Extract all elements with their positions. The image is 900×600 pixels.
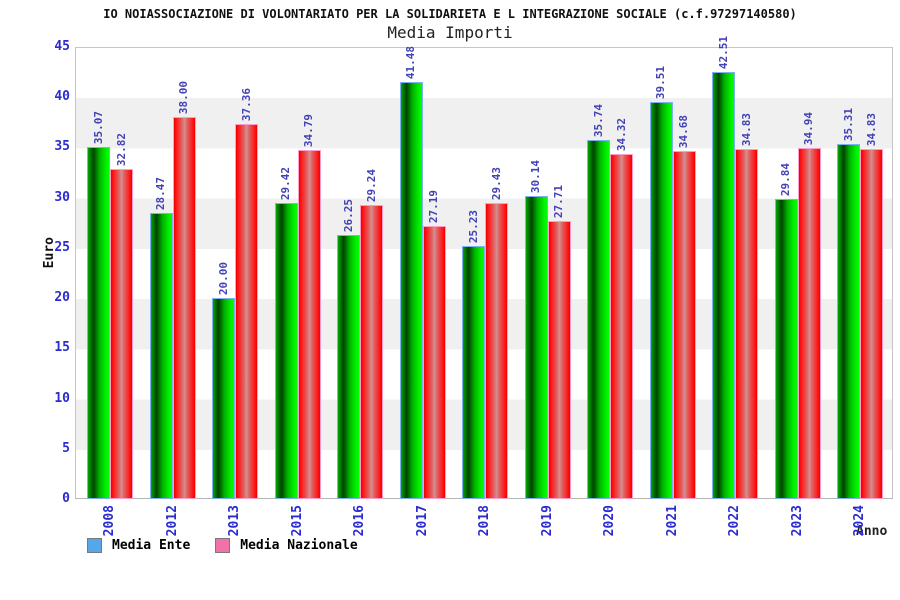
legend-swatch-media-nazionale xyxy=(215,538,231,553)
bar-media-nazionale-2008 xyxy=(110,169,133,499)
bar-media-nazionale-2024 xyxy=(860,149,883,499)
x-axis-tick-label: 2008 xyxy=(102,505,117,537)
bar-media-nazionale-2018 xyxy=(485,203,508,499)
x-axis-tick-label: 2018 xyxy=(477,505,492,537)
bar-value-label: 27.71 xyxy=(552,184,565,218)
bar-value-label: 30.14 xyxy=(529,159,542,193)
bar-media-ente-2020 xyxy=(587,140,610,499)
bar-media-nazionale-2019 xyxy=(547,221,571,499)
bar-media-ente-2018 xyxy=(462,246,485,499)
y-axis-tick-label: 0 xyxy=(62,491,70,506)
bar-value-label: 37.36 xyxy=(239,87,253,121)
bar-media-ente-2008 xyxy=(87,147,110,499)
x-axis-tick-label: 2020 xyxy=(602,505,617,537)
bar-value-label: 34.83 xyxy=(739,112,753,146)
bar-value-label: 29.42 xyxy=(279,166,292,200)
chart-title: Media Importi xyxy=(387,23,513,42)
bar-media-nazionale-2020 xyxy=(610,154,633,499)
y-axis-tick-label: 5 xyxy=(62,440,70,456)
x-axis-tick-label: 2013 xyxy=(227,505,242,537)
bar-value-label: 28.47 xyxy=(154,176,167,210)
x-axis-tick-label: 2012 xyxy=(164,505,180,537)
bar-media-ente-2021 xyxy=(649,102,673,499)
x-axis-tick-label: 2016 xyxy=(352,505,367,537)
y-axis-tick-label: 35 xyxy=(54,139,70,155)
legend-swatch-media-ente xyxy=(87,538,102,553)
bar-value-label: 29.84 xyxy=(779,162,792,196)
bar-media-nazionale-2013 xyxy=(235,124,258,499)
x-axis-tick-label: 2015 xyxy=(289,505,305,537)
y-axis-tick-label: 20 xyxy=(54,290,70,306)
bar-value-label: 27.19 xyxy=(427,189,440,223)
bar-media-ente-2012 xyxy=(149,213,173,499)
x-axis-tick-label: 2021 xyxy=(664,505,680,537)
y-axis-tick-label: 45 xyxy=(54,39,70,54)
bar-media-nazionale-2012 xyxy=(172,117,196,499)
bar-value-label: 35.74 xyxy=(591,103,605,137)
chart-header-title: IO NOIASSOCIAZIONE DI VOLONTARIATO PER L… xyxy=(103,7,797,21)
bar-media-nazionale-2022 xyxy=(735,149,758,499)
x-axis-tick-label: 2022 xyxy=(727,505,742,537)
x-axis-tick-label: 2017 xyxy=(414,505,430,537)
bar-value-label: 34.68 xyxy=(677,114,690,148)
legend-label: Media Ente xyxy=(112,538,191,553)
legend-item-media-ente: Media Ente xyxy=(87,538,190,553)
bar-media-nazionale-2017 xyxy=(422,226,446,499)
bar-value-label: 29.43 xyxy=(489,166,503,200)
bar-value-label: 34.79 xyxy=(302,113,315,147)
bar-value-label: 25.23 xyxy=(466,209,480,243)
bar-media-nazionale-2015 xyxy=(297,150,321,499)
bar-media-ente-2023 xyxy=(774,199,798,499)
bar-media-ente-2013 xyxy=(212,298,235,499)
bar-media-ente-2022 xyxy=(712,72,735,499)
legend-label: Media Nazionale xyxy=(240,538,358,553)
x-axis-tick-label: 2023 xyxy=(789,505,805,537)
legend-item-media-nazionale: Media Nazionale xyxy=(215,538,358,553)
bar-media-ente-2024 xyxy=(837,144,860,499)
bar-value-label: 41.48 xyxy=(404,45,417,79)
bar-value-label: 42.51 xyxy=(716,35,730,69)
bar-value-label: 35.31 xyxy=(841,107,855,141)
bar-value-label: 29.24 xyxy=(364,168,378,202)
bar-value-label: 32.82 xyxy=(114,132,128,166)
x-axis-tick-label: 2019 xyxy=(539,505,555,537)
bar-value-label: 39.51 xyxy=(654,65,667,99)
bar-media-ente-2015 xyxy=(274,203,298,499)
bar-value-label: 38.00 xyxy=(177,80,190,114)
x-axis-tick-label: 2024 xyxy=(852,505,867,537)
y-axis-tick-label: 30 xyxy=(54,189,70,205)
bar-value-label: 26.25 xyxy=(341,198,355,232)
bar-value-label: 20.00 xyxy=(216,261,230,295)
bar-value-label: 34.83 xyxy=(864,112,878,146)
legend: Media Ente Media Nazionale xyxy=(87,538,358,553)
bar-value-label: 35.07 xyxy=(91,110,105,144)
bar-media-ente-2019 xyxy=(524,196,548,499)
y-axis-tick-label: 25 xyxy=(54,239,70,255)
bar-media-ente-2017 xyxy=(399,82,423,499)
bar-media-ente-2016 xyxy=(337,235,360,499)
bar-media-nazionale-2021 xyxy=(672,151,696,499)
y-axis-tick-label: 40 xyxy=(54,89,70,105)
bar-media-nazionale-2016 xyxy=(360,205,383,499)
y-axis-tick-label: 15 xyxy=(54,340,70,356)
bar-value-label: 34.94 xyxy=(802,111,815,145)
bar-media-nazionale-2023 xyxy=(797,148,821,499)
y-axis-tick-label: 10 xyxy=(54,390,70,406)
x-axis-label: Anno xyxy=(856,524,888,539)
bar-value-label: 34.32 xyxy=(614,117,628,151)
